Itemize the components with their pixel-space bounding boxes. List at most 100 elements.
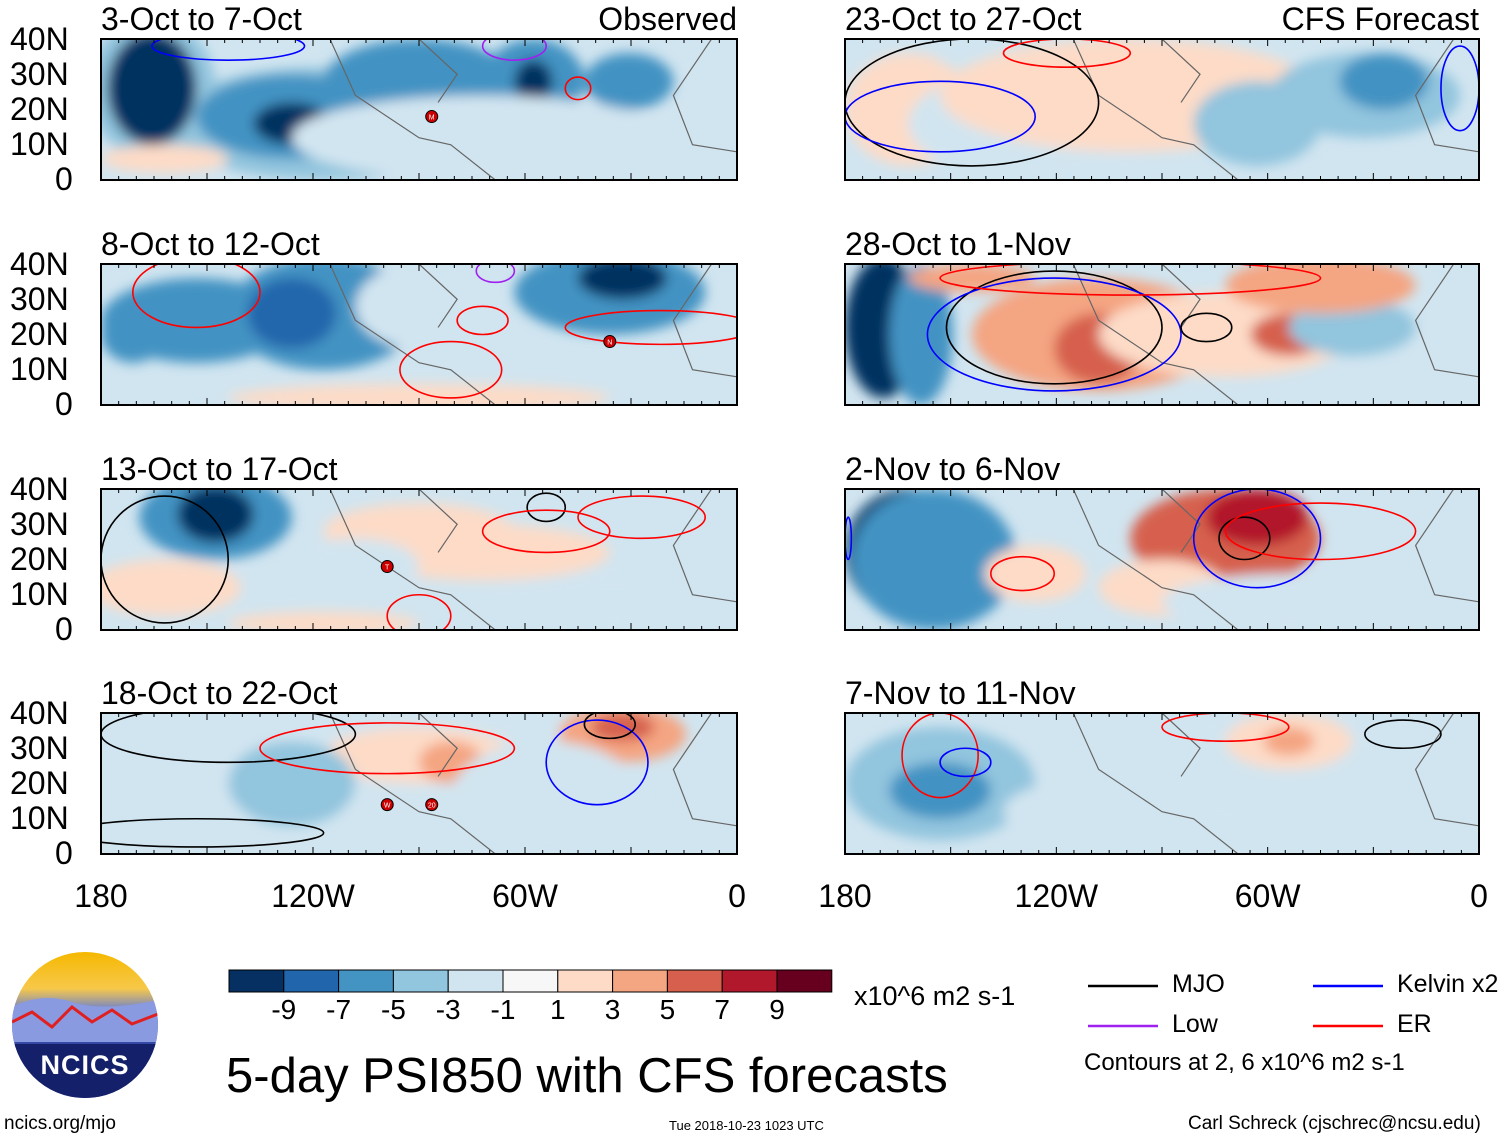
colorbar-swatch bbox=[283, 969, 340, 993]
colorbar-swatch bbox=[392, 969, 449, 993]
psi-anomaly-region bbox=[908, 264, 1036, 293]
legend-label: Kelvin x2 bbox=[1397, 970, 1499, 998]
coastline bbox=[329, 39, 737, 180]
y-tick-label: 40N bbox=[10, 246, 69, 282]
footer-url[interactable]: ncics.org/mjo bbox=[4, 1113, 116, 1134]
wave-contour bbox=[259, 722, 516, 775]
column-header: CFS Forecast bbox=[1281, 1, 1479, 37]
psi-anomaly-region bbox=[355, 264, 483, 349]
psi-anomaly-region bbox=[1162, 573, 1416, 630]
colorbar-swatch bbox=[666, 969, 723, 993]
contour-note: Contours at 2, 6 x10^6 m2 s-1 bbox=[1084, 1049, 1405, 1076]
psi-anomaly-region bbox=[1339, 53, 1429, 110]
psi-anomaly-region bbox=[101, 144, 229, 173]
psi-anomaly-region bbox=[1206, 489, 1308, 546]
coastline bbox=[1072, 489, 1479, 630]
wave-contour bbox=[564, 309, 737, 346]
wave-contour bbox=[1224, 502, 1417, 561]
wave-contour bbox=[845, 80, 1036, 153]
psi-anomaly-region bbox=[291, 538, 419, 595]
storm-marker bbox=[425, 110, 439, 124]
map-panel bbox=[101, 39, 737, 180]
units-label: x10^6 m2 s-1 bbox=[854, 981, 1016, 1011]
wave-contour bbox=[1218, 516, 1271, 561]
wave-contour bbox=[577, 495, 706, 540]
colorbar-tick-label: 1 bbox=[550, 994, 566, 1025]
wave-contour bbox=[845, 39, 1100, 167]
y-tick-label: 30N bbox=[10, 56, 69, 92]
wave-contour bbox=[1180, 312, 1233, 343]
psi-anomaly-region bbox=[851, 489, 1017, 630]
psi-anomaly-region bbox=[1098, 292, 1353, 377]
psi-anomaly-region bbox=[578, 264, 668, 300]
wave-contour bbox=[456, 305, 509, 336]
y-tick-label: 40N bbox=[10, 695, 69, 731]
y-tick-label: 0 bbox=[55, 161, 73, 197]
panel-title: 8-Oct to 12-Oct bbox=[101, 226, 320, 262]
wave-contour bbox=[481, 39, 547, 61]
psi-anomaly-region bbox=[584, 53, 674, 110]
y-tick-label: 0 bbox=[55, 835, 73, 871]
x-tick-label: 180 bbox=[74, 878, 128, 914]
colorbar-tick-label: -3 bbox=[435, 994, 461, 1025]
y-tick-label: 40N bbox=[10, 471, 69, 507]
legend-label: Low bbox=[1172, 1010, 1218, 1038]
y-tick-label: 10N bbox=[10, 126, 69, 162]
wave-contour bbox=[564, 76, 592, 101]
psi-anomaly-region bbox=[450, 741, 642, 854]
y-tick-label: 20N bbox=[10, 316, 69, 352]
psi-anomaly-region bbox=[177, 489, 254, 543]
wave-contour bbox=[1192, 489, 1322, 589]
map-panel bbox=[845, 264, 1479, 405]
colorbar-tick-label: 9 bbox=[769, 994, 785, 1025]
colorbar-swatch bbox=[447, 969, 504, 993]
colorbar-tick-label: 3 bbox=[604, 994, 621, 1025]
wave-contour bbox=[151, 39, 306, 61]
psi-anomaly-region bbox=[482, 573, 737, 630]
y-tick-label: 30N bbox=[10, 281, 69, 317]
colorbar-tick-label: -1 bbox=[490, 994, 516, 1025]
psi-anomaly-region bbox=[291, 95, 674, 180]
panel-title: 28-Oct to 1-Nov bbox=[845, 226, 1071, 262]
y-tick-label: 30N bbox=[10, 730, 69, 766]
map-panel bbox=[101, 264, 737, 405]
y-tick-label: 20N bbox=[10, 541, 69, 577]
colorbar-swatch bbox=[228, 969, 285, 993]
coastline bbox=[329, 489, 737, 630]
storm-label: M bbox=[429, 115, 435, 122]
colorbar-tick-label: -9 bbox=[271, 994, 297, 1025]
psi-anomaly-region bbox=[355, 524, 610, 581]
wave-contour bbox=[101, 817, 325, 848]
wave-contour bbox=[386, 593, 452, 630]
wave-contour bbox=[990, 555, 1056, 592]
wave-contour bbox=[939, 747, 992, 778]
storm-marker bbox=[380, 560, 394, 574]
column-header: Observed bbox=[598, 1, 737, 37]
x-tick-label: 120W bbox=[1014, 878, 1099, 914]
colorbar-tick-label: 7 bbox=[714, 994, 730, 1025]
psi-anomaly-region bbox=[1263, 727, 1315, 756]
colorbar-swatch bbox=[338, 969, 394, 993]
psi-anomaly-region bbox=[101, 559, 241, 616]
figure-title: 5-day PSI850 with CFS forecasts bbox=[226, 1049, 948, 1103]
ncics-logo: NCICS bbox=[12, 952, 158, 1098]
wave-contour bbox=[945, 270, 1163, 385]
map-panel bbox=[101, 713, 737, 854]
y-tick-label: 20N bbox=[10, 765, 69, 801]
wave-contour bbox=[101, 713, 357, 764]
wave-contour bbox=[399, 340, 503, 399]
y-tick-label: 10N bbox=[10, 351, 69, 387]
legend-label: ER bbox=[1397, 1010, 1432, 1038]
footer-timestamp: Tue 2018-10-23 1023 UTC bbox=[669, 1118, 824, 1133]
y-tick-label: 40N bbox=[10, 21, 69, 57]
wave-contour bbox=[132, 264, 261, 329]
panel-title: 13-Oct to 17-Oct bbox=[101, 451, 338, 487]
panel-title: 2-Nov to 6-Nov bbox=[845, 451, 1061, 487]
wave-contour bbox=[901, 713, 979, 799]
panel-title: 23-Oct to 27-Oct bbox=[845, 1, 1082, 37]
x-tick-label: 0 bbox=[728, 878, 746, 914]
panel-title: 3-Oct to 7-Oct bbox=[101, 1, 302, 37]
psi-anomaly-region bbox=[1193, 81, 1321, 166]
y-tick-label: 0 bbox=[55, 611, 73, 647]
